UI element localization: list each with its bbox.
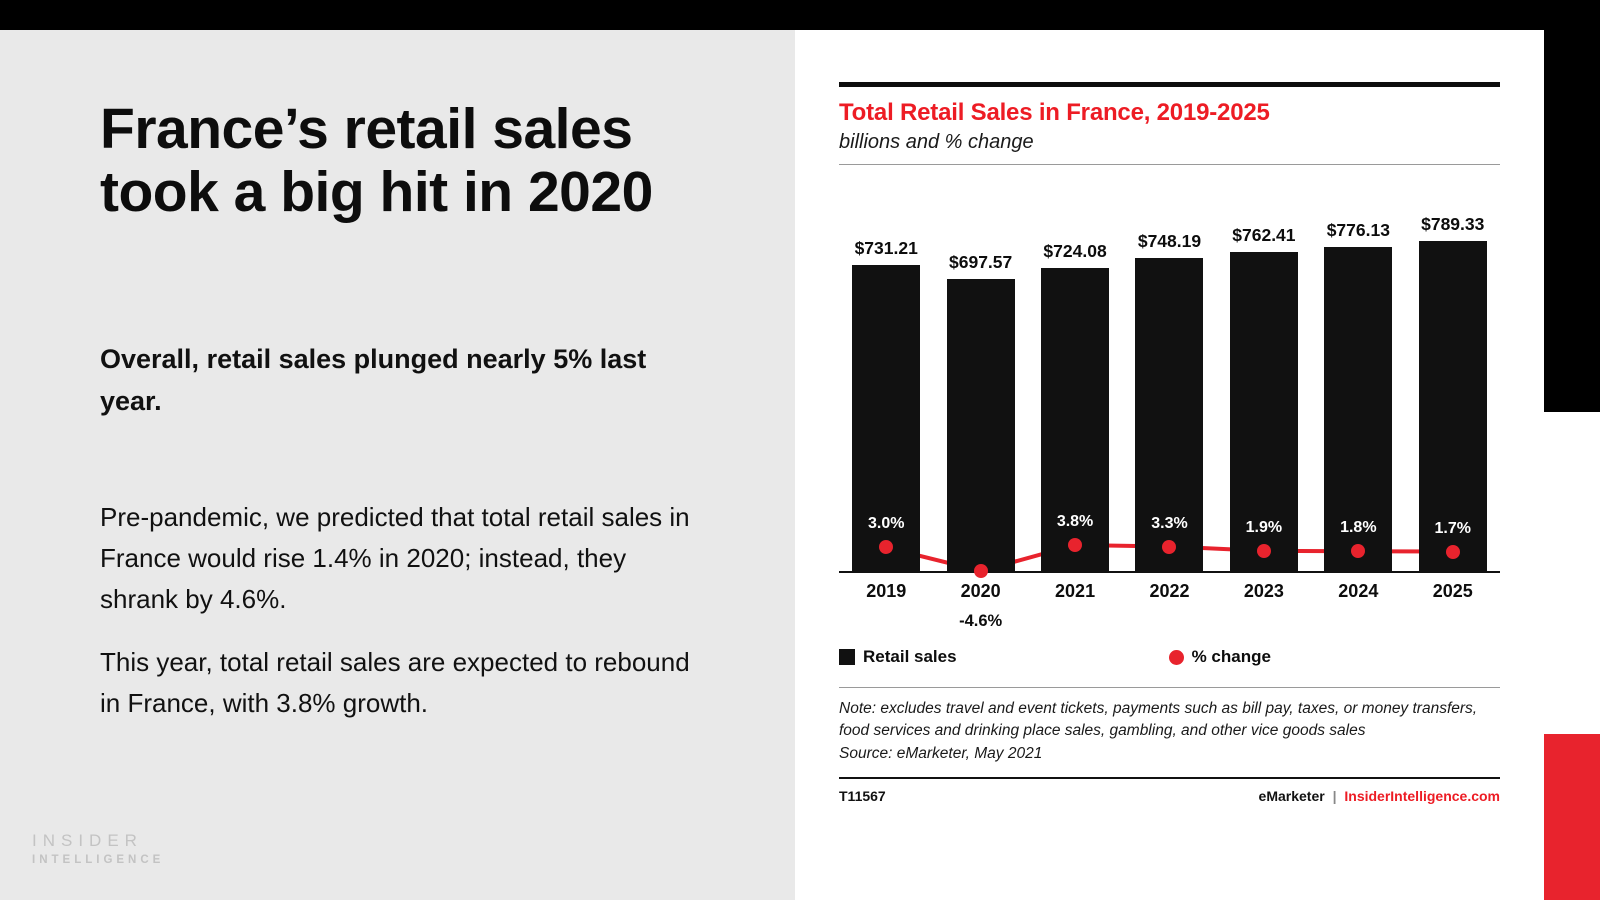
bar-column: $731.21 3.0% <box>839 195 933 571</box>
brand-line: eMarketer | InsiderIntelligence.com <box>1259 788 1500 804</box>
chart-panel: Total Retail Sales in France, 2019-2025 … <box>795 30 1544 900</box>
pct-change-label: 1.7% <box>1434 519 1471 537</box>
bar-column: $697.57 <box>933 195 1027 578</box>
pct-change-label: 3.0% <box>867 515 905 533</box>
chart-header: Total Retail Sales in France, 2019-2025 … <box>839 82 1500 165</box>
axis-tick: 2020 -4.6% <box>933 573 1027 631</box>
axis-tick: 2023 <box>1217 573 1311 631</box>
pct-change-dot <box>1445 544 1460 559</box>
pct-change-dot <box>1351 544 1366 559</box>
pct-change-dot <box>1068 538 1083 552</box>
retail-sales-bar <box>852 265 921 571</box>
bar-value-label: $724.08 <box>1043 241 1107 262</box>
note-divider <box>839 687 1500 688</box>
chart-footer: T11567 eMarketer | InsiderIntelligence.c… <box>839 779 1500 804</box>
axis-tick: 2025 <box>1406 573 1500 631</box>
legend-label-retail-sales: Retail sales <box>863 647 957 666</box>
brand-emarketer: eMarketer <box>1258 788 1325 805</box>
retail-sales-bar <box>1041 268 1110 571</box>
bar-column: $762.41 1.9% <box>1217 195 1311 571</box>
legend-item-pct-change: % change <box>1168 647 1271 667</box>
retail-sales-bar <box>1418 241 1487 571</box>
axis-tick: 2024 <box>1311 573 1405 631</box>
axis-ticks: 2019 2020 -4.6% 2021 2022 2023 2024 2025 <box>839 573 1500 631</box>
right-black-accent <box>1544 0 1600 412</box>
chart-note: Note: excludes travel and event tickets,… <box>839 700 1478 740</box>
chart-id: T11567 <box>839 788 886 805</box>
bar-value-label: $762.41 <box>1232 225 1296 246</box>
page-title: France’s retail sales took a big hit in … <box>100 97 653 224</box>
bar-column: $748.19 3.3% <box>1122 195 1216 571</box>
pct-change-dot-icon <box>1168 649 1184 665</box>
bar-column: $724.08 3.8% <box>1028 195 1122 571</box>
bar-value-label: $776.13 <box>1326 219 1390 240</box>
logo-line-2: INTELLIGENCE <box>32 854 165 866</box>
insider-intelligence-logo: INSIDER INTELLIGENCE <box>32 831 164 866</box>
legend-label-pct-change: % change <box>1191 647 1271 666</box>
pct-change-label: 1.9% <box>1245 518 1283 536</box>
pct-change-label: -4.6% <box>959 612 1003 630</box>
brand-divider: | <box>1332 788 1337 805</box>
year-label: 2020 <box>960 581 1001 601</box>
axis-tick: 2021 <box>1028 573 1122 631</box>
body-paragraph-2: This year, total retail sales are expect… <box>100 647 690 719</box>
chart-source: Source: eMarketer, May 2021 <box>839 744 1043 762</box>
logo-line-1: INSIDER <box>32 831 143 850</box>
year-label: 2023 <box>1243 581 1284 601</box>
pct-change-label: 3.3% <box>1151 514 1188 532</box>
bar-column: $776.13 1.8% <box>1311 195 1405 571</box>
year-label: 2021 <box>1055 581 1096 601</box>
axis-tick: 2019 <box>839 573 933 631</box>
pct-change-dot <box>1256 543 1271 558</box>
pct-change-dot <box>879 540 894 555</box>
retail-sales-bar <box>946 279 1015 571</box>
bar-value-label: $789.33 <box>1421 214 1485 234</box>
bar-column: $789.33 1.7% <box>1406 195 1500 571</box>
bar-value-label: $748.19 <box>1137 231 1202 252</box>
year-label: 2019 <box>866 581 907 601</box>
pct-change-label: 1.8% <box>1340 519 1377 537</box>
chart-title: Total Retail Sales in France, 2019-2025 <box>839 99 1270 126</box>
retail-sales-bar <box>1229 252 1298 571</box>
bar-value-label: $731.21 <box>854 238 918 259</box>
year-label: 2025 <box>1432 581 1473 601</box>
year-label: 2022 <box>1149 581 1190 601</box>
text-panel: France’s retail sales took a big hit in … <box>0 30 795 900</box>
bottom-right-red-accent <box>1544 734 1600 900</box>
plot-area: $731.21 3.0% $697.57 $724.08 3.8% $748.19 3.3%… <box>839 195 1500 578</box>
year-label: 2024 <box>1338 581 1379 601</box>
pct-change-label: 3.8% <box>1056 513 1094 530</box>
subhead: Overall, retail sales plunged nearly 5% … <box>100 344 647 417</box>
pct-change-dot <box>1162 539 1177 554</box>
retail-sales-bar <box>1135 258 1204 571</box>
axis-tick: 2022 <box>1122 573 1216 631</box>
bar-value-label: $697.57 <box>949 252 1013 273</box>
brand-site-link[interactable]: InsiderIntelligence.com <box>1344 788 1500 805</box>
legend-item-retail-sales: Retail sales <box>839 647 957 667</box>
chart-legend: Retail sales % change <box>839 647 1500 667</box>
chart-subtitle: billions and % change <box>839 131 1500 165</box>
body-paragraph-1: Pre-pandemic, we predicted that total re… <box>100 502 690 615</box>
footer-divider <box>839 777 1500 780</box>
pct-change-dot <box>973 564 988 578</box>
retail-sales-bar <box>1324 246 1393 571</box>
retail-sales-swatch-icon <box>839 649 855 665</box>
top-black-bar <box>0 0 1600 30</box>
